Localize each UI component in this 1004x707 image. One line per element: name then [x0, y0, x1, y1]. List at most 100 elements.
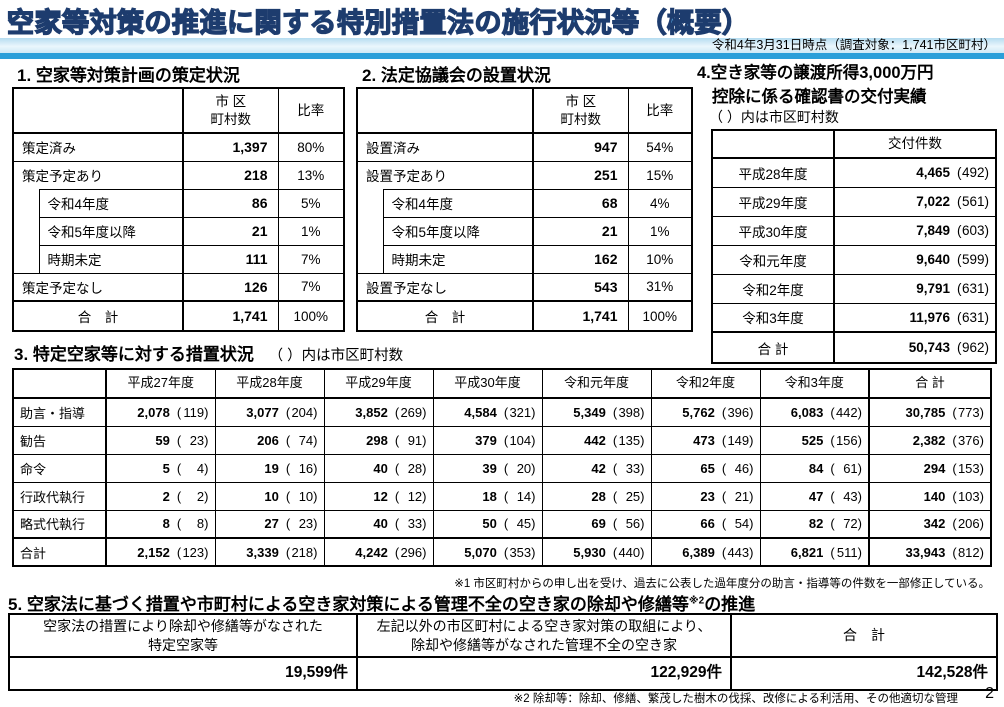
total-count-cell: 1,741	[182, 300, 279, 332]
measure-value-cell: 4,584 (321)	[432, 397, 543, 427]
municipality-count-paren: (156)	[830, 432, 862, 448]
municipality-count-paren: (91)	[394, 432, 427, 448]
value: 40	[373, 516, 388, 532]
municipality-count-paren: (43)	[830, 488, 862, 504]
header-row: 空家法の措置により除却や修繕等がなされた 特定空家等 左記以外の市区町村による空き…	[8, 613, 998, 658]
indent-cell	[356, 217, 384, 245]
total-count-cell: 1,741	[532, 300, 629, 332]
value: 27	[264, 516, 279, 532]
measure-value-cell: 6,821 (511)	[759, 537, 870, 567]
municipality-count-paren: (72)	[830, 516, 862, 532]
measure-value-cell: 8 (8)	[105, 509, 216, 539]
table-row: 令和5年度以降 21 1%	[12, 216, 345, 246]
value: 4,584	[464, 404, 497, 420]
value: 298	[366, 432, 388, 448]
measure-value-cell: 2,078 (119)	[105, 397, 216, 427]
section3-heading-text: 3. 特定空家等に対する措置状況	[14, 345, 254, 364]
total-value-cell: 294 (153)	[868, 453, 992, 483]
municipality-count-paren: (269)	[394, 404, 427, 420]
municipality-count-paren: (33)	[612, 460, 645, 476]
measure-value-cell: 42 (33)	[541, 453, 652, 483]
municipality-count-paren: (296)	[394, 544, 427, 560]
value: 6,389	[682, 544, 715, 560]
municipality-count-paren: (962)	[957, 340, 989, 355]
count-cell: 162	[532, 244, 629, 274]
table-row: 令和4年度 68 4%	[356, 188, 693, 218]
ratio-cell: 1%	[277, 216, 345, 246]
indent-cell	[356, 189, 384, 217]
value: 6,821	[790, 544, 824, 560]
municipality-count-paren: (10)	[285, 488, 318, 504]
measure-value-cell: 5 (4)	[105, 453, 216, 483]
municipality-count-paren: (398)	[612, 404, 645, 420]
value: 5,930	[573, 544, 606, 560]
value: 9,791	[916, 281, 950, 296]
value: 10	[264, 488, 279, 504]
municipality-count-paren: (376)	[952, 432, 984, 448]
value: 47	[808, 488, 824, 504]
total-ratio-cell: 100%	[627, 300, 693, 332]
table-row: 行政代執行 2 (2) 10 (10) 12 (12) 18 (14) 28 (25) 23 (21) 4…	[12, 481, 992, 511]
row-label: 策定済み	[12, 132, 184, 162]
section5-heading-pre: 5. 空家法に基づく措置や市町村による空き家対策による管理不全の空き家の除却や修…	[8, 595, 689, 614]
municipality-count-paren: (20)	[503, 460, 536, 476]
municipality-count-paren: (218)	[285, 544, 318, 560]
row-label: 令和5年度以降	[382, 216, 534, 246]
measure-value-cell: 19 (16)	[214, 453, 325, 483]
ratio-cell: 4%	[627, 188, 693, 218]
measure-value-cell: 27 (23)	[214, 509, 325, 539]
year-col-header: 令和3年度	[759, 368, 870, 399]
ratio-cell: 80%	[277, 132, 345, 162]
municipality-count-paren: (353)	[503, 544, 536, 560]
issuance-value-cell: 9,640 (599)	[833, 244, 997, 275]
page-title: 空家等対策の推進に関する特別措置法の施行状況等（概要）	[6, 7, 750, 38]
ratio-cell: 31%	[627, 272, 693, 302]
measure-value-cell: 39 (20)	[432, 453, 543, 483]
value: 84	[808, 460, 824, 476]
table-row: 設置予定あり 251 15%	[356, 160, 693, 190]
municipality-count-paren: (204)	[285, 404, 318, 420]
value: 50	[482, 516, 497, 532]
row-label: 略式代執行	[12, 509, 107, 539]
measure-value-cell: 3,077 (204)	[214, 397, 325, 427]
municipality-count-paren: (631)	[957, 281, 989, 296]
value: 82	[808, 516, 824, 532]
value: 7,022	[916, 194, 950, 209]
ratio-col-header: 比率	[277, 87, 345, 134]
section4-heading-line1: 4.空き家等の譲渡所得3,000万円	[697, 64, 934, 82]
row-label: 令和5年度以降	[38, 216, 184, 246]
measure-value-cell: 18 (14)	[432, 481, 543, 511]
row-label: 設置予定あり	[356, 160, 534, 189]
municipality-count-paren: (492)	[957, 165, 989, 181]
row-label: 令和4年度	[38, 188, 184, 218]
row-label: 助言・指導	[12, 397, 107, 427]
measure-value-cell: 5,930 (440)	[541, 537, 652, 567]
row-label: 時期未定	[38, 244, 184, 274]
ratio-cell: 15%	[627, 160, 693, 190]
measure-value-cell: 82 (72)	[759, 509, 870, 539]
header-row: 交付件数	[711, 129, 997, 159]
municipality-count-paren: (149)	[721, 432, 754, 448]
measure-value-cell: 23 (21)	[650, 481, 761, 511]
value: 19	[264, 460, 279, 476]
value: 3,852	[355, 404, 388, 420]
measure-value-cell: 84 (61)	[759, 453, 870, 483]
row-label: 行政代執行	[12, 481, 107, 511]
municipality-count-paren: (16)	[285, 460, 318, 476]
count-cell: 126	[182, 272, 279, 302]
measure-value-cell: 50 (45)	[432, 509, 543, 539]
municipality-count-paren: (119)	[176, 404, 209, 420]
table-row: 設置済み 947 54%	[356, 132, 693, 162]
section3-heading-note: （ ）内は市区町村数	[268, 348, 404, 364]
year-col-header: 令和2年度	[650, 368, 761, 399]
section2-heading: 2. 法定協議会の設置状況	[362, 66, 551, 85]
municipality-count-paren: (442)	[830, 404, 862, 420]
blank-header-cell	[12, 87, 184, 134]
header-row: 市 区 町村数 比率	[356, 87, 693, 134]
table-row: 策定予定なし 126 7%	[12, 272, 345, 302]
ratio-cell: 10%	[627, 244, 693, 274]
municipality-count-paren: (396)	[721, 404, 754, 420]
value: 3,077	[246, 404, 279, 420]
header-row: 平成27年度 平成28年度 平成29年度 平成30年度 令和元年度 令和2年度 令和3年度合…	[12, 368, 992, 399]
municipality-count-paren: (443)	[721, 544, 754, 560]
